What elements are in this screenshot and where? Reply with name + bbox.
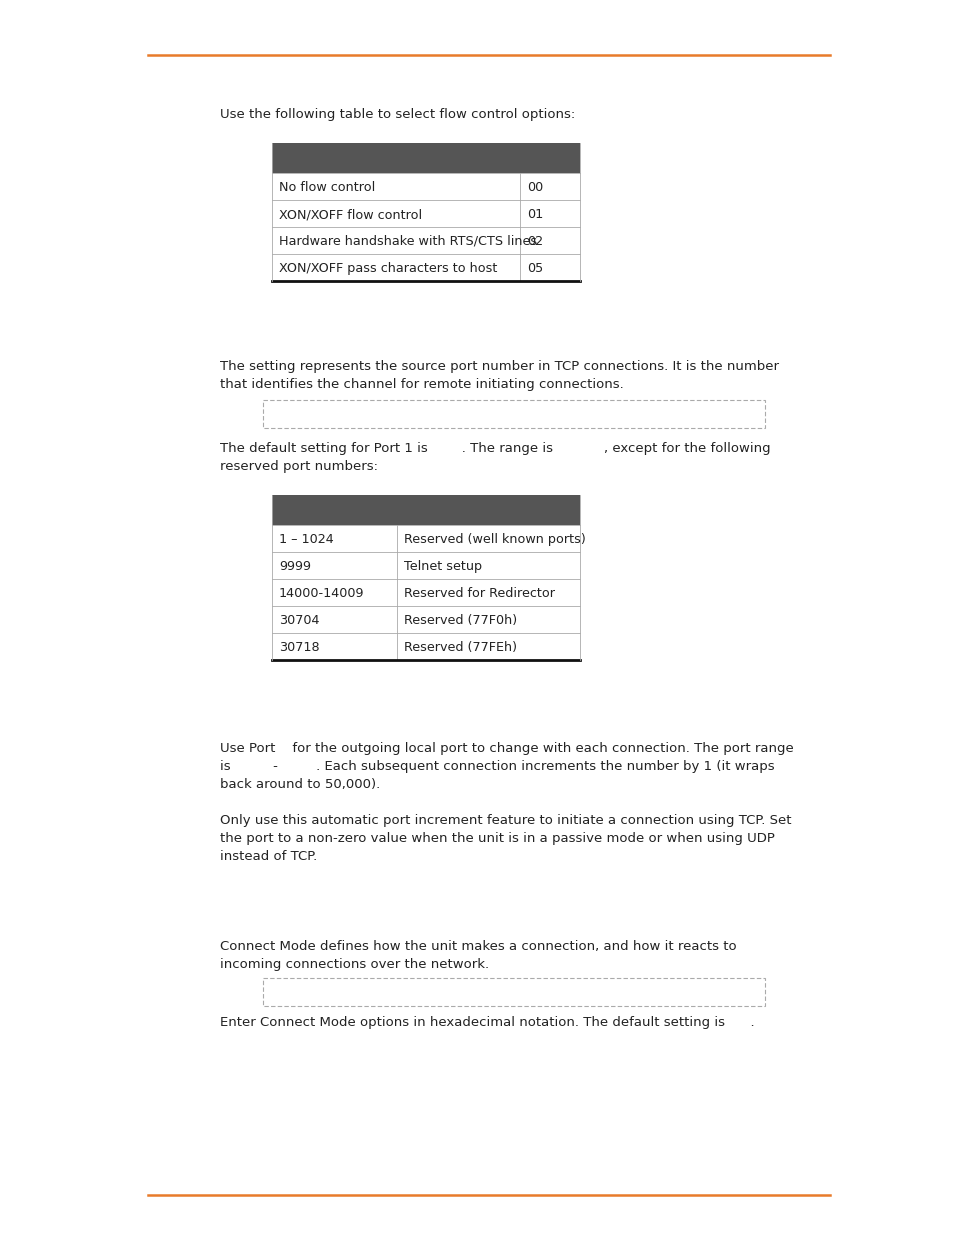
Bar: [272, 143, 579, 173]
Text: Only use this automatic port increment feature to initiate a connection using TC: Only use this automatic port increment f…: [220, 814, 791, 827]
Text: incoming connections over the network.: incoming connections over the network.: [220, 958, 489, 971]
Text: the port to a non-zero value when the unit is in a passive mode or when using UD: the port to a non-zero value when the un…: [220, 832, 774, 845]
Text: 1 – 1024: 1 – 1024: [278, 534, 334, 546]
Text: Hardware handshake with RTS/CTS lines: Hardware handshake with RTS/CTS lines: [278, 235, 537, 248]
Text: 05: 05: [526, 262, 542, 275]
Text: is          -         . Each subsequent connection increments the number by 1 (i: is - . Each subsequent connection increm…: [220, 760, 774, 773]
Bar: [272, 606, 579, 634]
Bar: [272, 227, 579, 254]
Text: Reserved (77F0h): Reserved (77F0h): [403, 614, 517, 627]
Text: instead of TCP.: instead of TCP.: [220, 850, 317, 863]
Text: No flow control: No flow control: [278, 182, 375, 194]
Text: Reserved for Redirector: Reserved for Redirector: [403, 587, 555, 600]
Text: 30704: 30704: [278, 614, 319, 627]
Text: that identifies the channel for remote initiating connections.: that identifies the channel for remote i…: [220, 378, 623, 391]
Bar: [272, 254, 579, 282]
Text: 00: 00: [526, 182, 542, 194]
Text: The default setting for Port 1 is        . The range is            , except for : The default setting for Port 1 is . The …: [220, 442, 770, 454]
Text: XON/XOFF flow control: XON/XOFF flow control: [278, 207, 421, 221]
Bar: [263, 978, 764, 1007]
Text: XON/XOFF pass characters to host: XON/XOFF pass characters to host: [278, 262, 497, 275]
Bar: [272, 579, 579, 606]
Text: Reserved (77FEh): Reserved (77FEh): [403, 641, 517, 655]
Bar: [272, 495, 579, 525]
Text: 30718: 30718: [278, 641, 319, 655]
Text: 9999: 9999: [278, 559, 311, 573]
Bar: [272, 552, 579, 579]
Bar: [272, 634, 579, 659]
Text: back around to 50,000).: back around to 50,000).: [220, 778, 380, 790]
Text: Use Port    for the outgoing local port to change with each connection. The port: Use Port for the outgoing local port to …: [220, 742, 793, 755]
Bar: [272, 200, 579, 227]
Text: Connect Mode defines how the unit makes a connection, and how it reacts to: Connect Mode defines how the unit makes …: [220, 940, 736, 953]
Text: 14000-14009: 14000-14009: [278, 587, 364, 600]
Text: Telnet setup: Telnet setup: [403, 559, 481, 573]
Text: 01: 01: [526, 207, 542, 221]
Bar: [272, 525, 579, 552]
Text: 02: 02: [526, 235, 542, 248]
Text: Use the following table to select flow control options:: Use the following table to select flow c…: [220, 107, 575, 121]
Text: Reserved (well known ports): Reserved (well known ports): [403, 534, 585, 546]
Bar: [263, 400, 764, 429]
Text: Enter Connect Mode options in hexadecimal notation. The default setting is      : Enter Connect Mode options in hexadecima…: [220, 1016, 754, 1029]
Text: The setting represents the source port number in TCP connections. It is the numb: The setting represents the source port n…: [220, 359, 779, 373]
Text: reserved port numbers:: reserved port numbers:: [220, 459, 377, 473]
Bar: [272, 173, 579, 200]
